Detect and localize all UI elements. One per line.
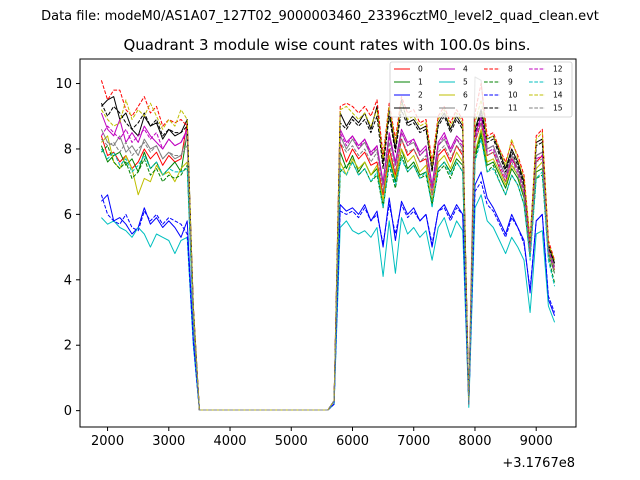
series-line-11 — [100, 102, 556, 411]
legend-label-0: 0 — [418, 65, 423, 74]
y-tick-label: 0 — [64, 404, 72, 419]
y-tick-label: 2 — [64, 339, 72, 354]
legend-label-11: 11 — [508, 104, 518, 113]
legend-label-13: 13 — [553, 78, 563, 87]
axes-frame — [79, 58, 577, 428]
legend-label-14: 14 — [553, 91, 563, 100]
series-line-9 — [101, 135, 556, 411]
chart-title: Quadrant 3 module wise count rates with … — [123, 36, 530, 54]
x-tick-label: 3000 — [152, 434, 185, 449]
y-tick-label: 4 — [64, 273, 72, 288]
x-tick-label: 8000 — [458, 434, 491, 449]
x-axis-offset-label: +3.1767e8 — [502, 456, 575, 471]
x-tick-label: 5000 — [275, 434, 308, 449]
legend-label-15: 15 — [553, 104, 563, 113]
y-tick-label: 6 — [64, 208, 72, 223]
legend-label-4: 4 — [463, 65, 468, 74]
x-tick-label: 6000 — [336, 434, 369, 449]
legend-label-2: 2 — [418, 91, 423, 100]
legend-label-10: 10 — [508, 91, 518, 100]
legend-label-1: 1 — [418, 78, 423, 87]
legend-label-6: 6 — [463, 91, 468, 100]
legend-box — [389, 61, 573, 118]
legend-label-7: 7 — [463, 104, 468, 113]
legend-label-9: 9 — [508, 78, 513, 87]
legend-label-12: 12 — [553, 65, 563, 74]
series-line-15 — [101, 122, 556, 411]
legend-label-8: 8 — [508, 65, 513, 74]
x-tick-label: 2000 — [91, 434, 124, 449]
figure-suptitle: Data file: modeM0/AS1A07_127T02_90000034… — [41, 9, 599, 24]
x-tick-label: 4000 — [213, 434, 246, 449]
y-tick-label: 10 — [55, 77, 72, 92]
x-tick-label: 9000 — [520, 434, 553, 449]
legend-label-5: 5 — [463, 78, 468, 87]
legend-label-3: 3 — [418, 104, 423, 113]
x-tick-label: 7000 — [397, 434, 430, 449]
y-tick-label: 8 — [64, 142, 72, 157]
